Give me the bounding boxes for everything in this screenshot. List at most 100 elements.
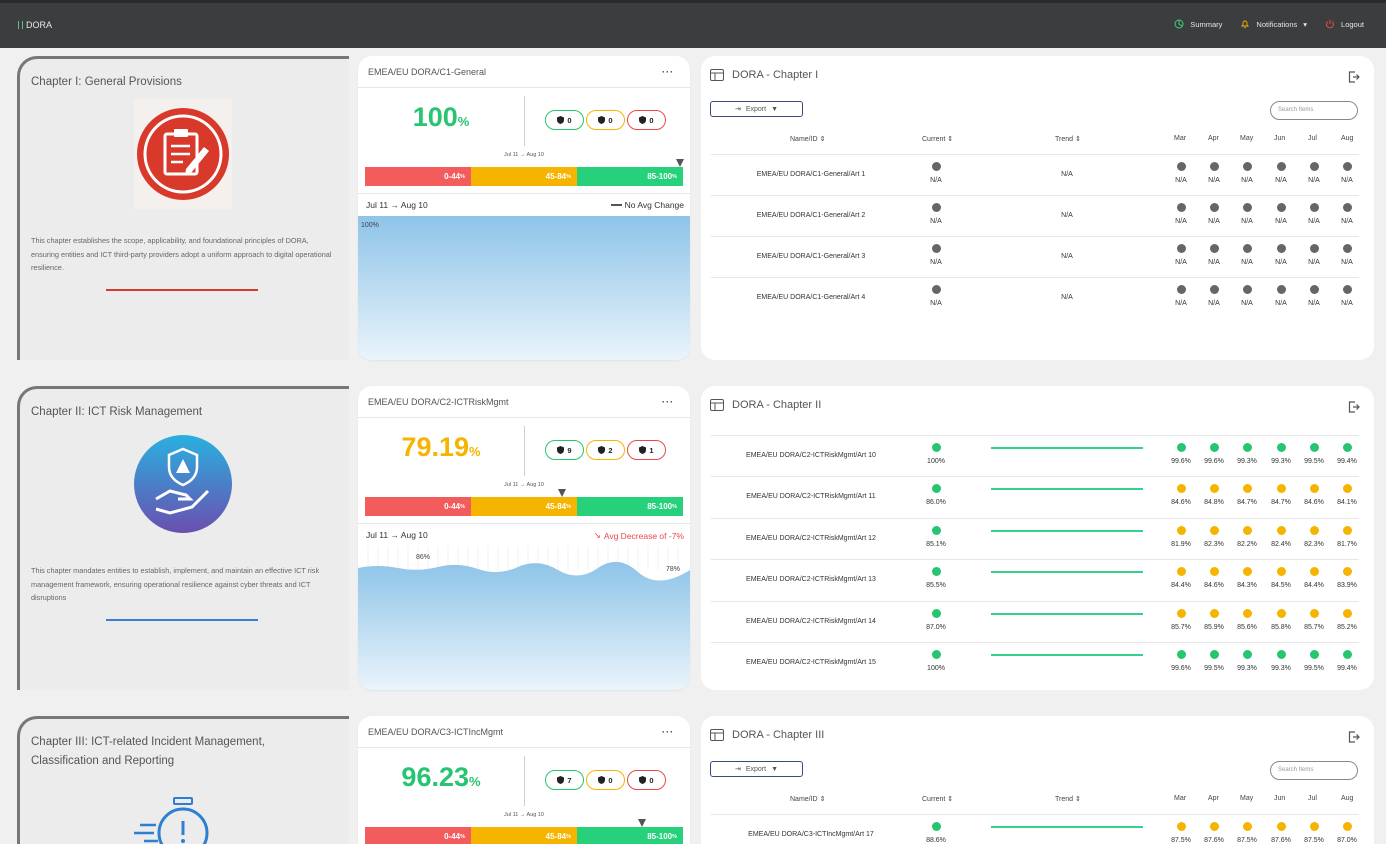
fail-badge[interactable]: 0 bbox=[627, 770, 666, 790]
status-dot bbox=[1309, 203, 1319, 212]
export-button[interactable]: ⇥ Export ▼ bbox=[710, 761, 803, 777]
table-row[interactable]: EMEA/EU DORA/C2-ICTRiskMgmt/Art 10 100% 99… bbox=[711, 435, 1359, 476]
th-name[interactable]: Name/ID ⇕ bbox=[790, 796, 826, 803]
export-icon: ⇥ bbox=[734, 766, 741, 773]
status-dot bbox=[1242, 244, 1252, 253]
score-date-range: Jul 11 → Aug 10 bbox=[504, 152, 544, 158]
pass-badge[interactable]: 0 bbox=[545, 110, 584, 130]
fail-badge[interactable]: 0 bbox=[627, 110, 666, 130]
month-cell: 82.3% bbox=[1300, 525, 1328, 548]
score-scale: 0-44% 45-84% 85-100% bbox=[365, 827, 683, 844]
row-current: N/A bbox=[921, 203, 951, 225]
th-trend[interactable]: Trend ⇕ bbox=[1055, 136, 1081, 143]
brand[interactable]: DORA bbox=[18, 20, 52, 30]
month-cell: 87.5% bbox=[1233, 822, 1261, 844]
row-trend: N/A bbox=[1061, 212, 1073, 219]
trend-down-icon: ↘ bbox=[593, 530, 601, 540]
table-row[interactable]: EMEA/EU DORA/C2-ICTRiskMgmt/Art 15 100% 99… bbox=[711, 642, 1359, 683]
th-month: Apr bbox=[1208, 135, 1219, 142]
data-table-card: DORA - Chapter III ⇥ Export ▼ Search Items… bbox=[701, 716, 1374, 844]
export-icon[interactable] bbox=[1348, 401, 1360, 413]
score-card-header: EMEA/EU DORA/C1-General ··· bbox=[358, 56, 690, 88]
status-dot bbox=[1209, 525, 1219, 535]
pass-badge[interactable]: 7 bbox=[545, 770, 584, 790]
scale-high: 85-100% bbox=[577, 827, 683, 844]
status-dot bbox=[1176, 567, 1186, 577]
table-row[interactable]: EMEA/EU DORA/C2-ICTRiskMgmt/Art 14 87.0% 8… bbox=[711, 600, 1359, 642]
status-dot bbox=[1276, 443, 1286, 452]
chapter-row-2: Chapter II: ICT Risk Management This cha… bbox=[17, 386, 1374, 690]
score-card[interactable]: EMEA/EU DORA/C2-ICTRiskMgmt ··· 79.19% 9… bbox=[358, 386, 690, 690]
table-header: DORA - Chapter I bbox=[710, 69, 818, 81]
th-month: Jul bbox=[1308, 135, 1317, 142]
status-dot bbox=[1209, 443, 1219, 452]
search-input[interactable]: Search Items bbox=[1270, 761, 1358, 780]
status-dot bbox=[931, 822, 941, 831]
status-dot bbox=[1309, 244, 1319, 253]
th-trend[interactable]: Trend ⇕ bbox=[1055, 796, 1081, 803]
nav-summary-label: Summary bbox=[1190, 19, 1223, 29]
export-icon[interactable] bbox=[1348, 71, 1360, 83]
th-month: May bbox=[1240, 795, 1254, 802]
status-dot bbox=[1309, 567, 1319, 577]
th-current[interactable]: Current ⇕ bbox=[922, 136, 954, 143]
fail-badge[interactable]: 1 bbox=[627, 440, 666, 460]
more-options-icon[interactable]: ··· bbox=[662, 726, 674, 737]
th-month: Mar bbox=[1174, 795, 1187, 802]
month-cell: 84.7% bbox=[1267, 484, 1295, 506]
trend-sparkline bbox=[991, 529, 1143, 532]
month-cell: N/A bbox=[1267, 162, 1295, 184]
export-button[interactable]: ⇥ Export ▼ bbox=[710, 101, 803, 117]
chapter-card[interactable]: Chapter II: ICT Risk Management This cha… bbox=[17, 386, 349, 690]
status-dot bbox=[1276, 162, 1286, 171]
table-row[interactable]: EMEA/EU DORA/C2-ICTRiskMgmt/Art 12 85.1% 8… bbox=[711, 517, 1359, 559]
row-name: EMEA/EU DORA/C1-General/Art 3 bbox=[756, 253, 866, 260]
nav-notifications[interactable]: Notifications ▾ bbox=[1240, 19, 1307, 29]
status-dot bbox=[1242, 443, 1252, 452]
table-row[interactable]: EMEA/EU DORA/C1-General/Art 1 N/A N/A N/A N/… bbox=[711, 154, 1359, 195]
nav-logout[interactable]: Logout bbox=[1325, 19, 1364, 29]
score-card[interactable]: EMEA/EU DORA/C3-ICTIncMgmt ··· 96.23% 7 … bbox=[358, 716, 690, 844]
score-card[interactable]: EMEA/EU DORA/C1-General ··· 100% 0 0 0 J… bbox=[358, 56, 690, 360]
chapter-card[interactable]: Chapter I: General Provisions This chapt… bbox=[17, 56, 349, 360]
month-cell: 83.9% bbox=[1333, 567, 1361, 589]
table-row[interactable]: EMEA/EU DORA/C2-ICTRiskMgmt/Art 11 86.0% 8… bbox=[711, 476, 1359, 517]
status-dot bbox=[1242, 567, 1252, 577]
status-dot bbox=[1309, 285, 1319, 294]
th-current[interactable]: Current ⇕ bbox=[922, 796, 954, 803]
month-cell: 84.6% bbox=[1200, 567, 1228, 589]
table-row[interactable]: EMEA/EU DORA/C1-General/Art 2 N/A N/A N/A N/… bbox=[711, 195, 1359, 236]
month-cell: N/A bbox=[1267, 203, 1295, 225]
chapter-card[interactable]: Chapter III: ICT-related Incident Manage… bbox=[17, 716, 349, 844]
warning-badge[interactable]: 2 bbox=[586, 440, 625, 460]
month-cell: N/A bbox=[1167, 285, 1195, 307]
row-current: N/A bbox=[921, 162, 951, 184]
status-dot bbox=[1209, 567, 1219, 577]
warning-badge[interactable]: 0 bbox=[586, 770, 625, 790]
status-dot bbox=[1176, 484, 1186, 494]
nav-summary[interactable]: Summary bbox=[1174, 19, 1222, 29]
month-cell: 84.5% bbox=[1267, 567, 1295, 589]
search-input[interactable]: Search Items bbox=[1270, 101, 1358, 120]
warning-badge[interactable]: 0 bbox=[586, 110, 625, 130]
table-row[interactable]: EMEA/EU DORA/C2-ICTRiskMgmt/Art 13 85.5% 8… bbox=[711, 559, 1359, 600]
table-row[interactable]: EMEA/EU DORA/C3-ICTIncMgmt/Art 17 88.6% 87… bbox=[711, 814, 1359, 844]
badge-group: 9 2 1 bbox=[545, 440, 666, 460]
export-icon[interactable] bbox=[1348, 731, 1360, 743]
month-cell: N/A bbox=[1333, 162, 1361, 184]
status-dot bbox=[1309, 608, 1319, 618]
table-row[interactable]: EMEA/EU DORA/C1-General/Art 4 N/A N/A N/A N/… bbox=[711, 277, 1359, 318]
th-name[interactable]: Name/ID ⇕ bbox=[790, 136, 826, 143]
table-row[interactable]: EMEA/EU DORA/C1-General/Art 3 N/A N/A N/A N/… bbox=[711, 236, 1359, 277]
month-cell: 99.4% bbox=[1333, 443, 1361, 465]
status-dot bbox=[1176, 443, 1186, 452]
status-dot bbox=[1276, 822, 1286, 831]
status-dot bbox=[1342, 443, 1352, 452]
more-options-icon[interactable]: ··· bbox=[662, 66, 674, 77]
month-cell: 85.7% bbox=[1167, 608, 1195, 631]
area-label-end: 78% bbox=[666, 566, 680, 573]
month-cell: 82.4% bbox=[1267, 525, 1295, 548]
more-options-icon[interactable]: ··· bbox=[662, 396, 674, 407]
chevron-down-icon: ▼ bbox=[771, 765, 779, 773]
pass-badge[interactable]: 9 bbox=[545, 440, 584, 460]
